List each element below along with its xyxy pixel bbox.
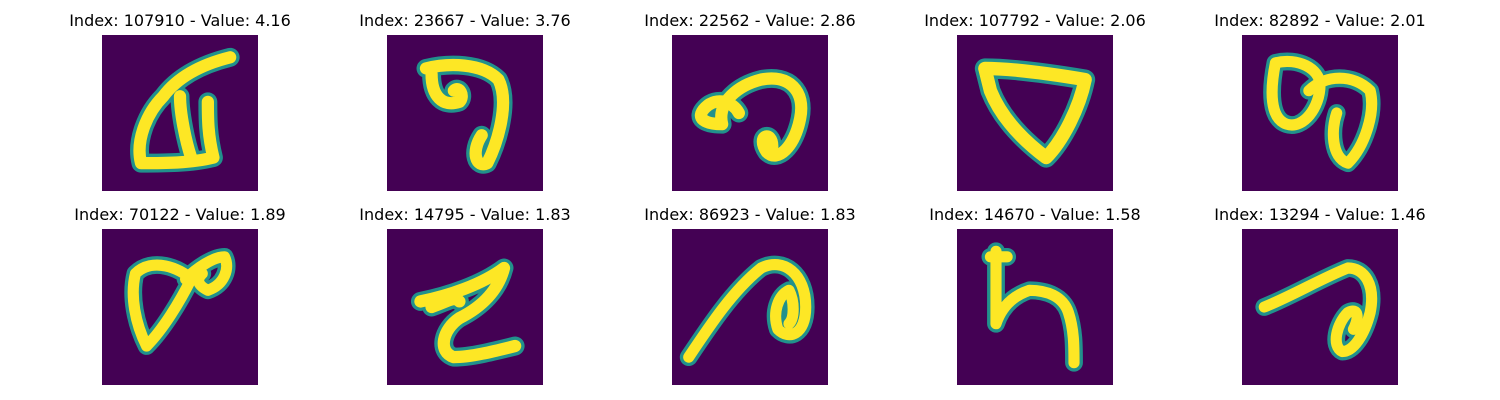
digit-image <box>1242 229 1398 385</box>
panel-3: Index: 22562 - Value: 2.86 <box>630 10 870 190</box>
panel-9: Index: 14670 - Value: 1.58 <box>915 204 1155 384</box>
panel-6: Index: 70122 - Value: 1.89 <box>60 204 300 384</box>
panel-title: Index: 86923 - Value: 1.83 <box>630 204 870 226</box>
panel-8: Index: 86923 - Value: 1.83 <box>630 204 870 384</box>
digit-image <box>102 35 258 191</box>
panel-title: Index: 107792 - Value: 2.06 <box>915 10 1155 32</box>
panel-title: Index: 22562 - Value: 2.86 <box>630 10 870 32</box>
panel-title: Index: 70122 - Value: 1.89 <box>60 204 300 226</box>
panel-title: Index: 107910 - Value: 4.16 <box>60 10 300 32</box>
panel-title: Index: 13294 - Value: 1.46 <box>1200 204 1440 226</box>
digit-image <box>957 229 1113 385</box>
panel-7: Index: 14795 - Value: 1.83 <box>345 204 585 384</box>
panel-10: Index: 13294 - Value: 1.46 <box>1200 204 1440 384</box>
digit-image <box>387 229 543 385</box>
digit-image <box>672 229 828 385</box>
panel-title: Index: 14670 - Value: 1.58 <box>915 204 1155 226</box>
panel-1: Index: 107910 - Value: 4.16 <box>60 10 300 190</box>
panel-title: Index: 23667 - Value: 3.76 <box>345 10 585 32</box>
panel-2: Index: 23667 - Value: 3.76 <box>345 10 585 190</box>
panel-5: Index: 82892 - Value: 2.01 <box>1200 10 1440 190</box>
digit-image <box>957 35 1113 191</box>
panel-title: Index: 82892 - Value: 2.01 <box>1200 10 1440 32</box>
digit-image <box>672 35 828 191</box>
panel-title: Index: 14795 - Value: 1.83 <box>345 204 585 226</box>
digit-image <box>102 229 258 385</box>
digit-image <box>387 35 543 191</box>
digit-image <box>1242 35 1398 191</box>
panel-4: Index: 107792 - Value: 2.06 <box>915 10 1155 190</box>
